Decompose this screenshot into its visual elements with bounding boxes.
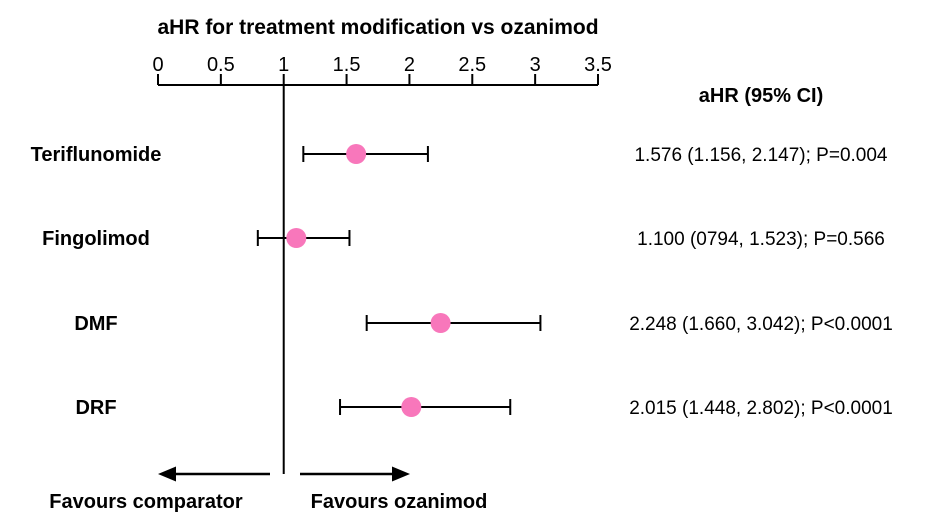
x-axis: 0 0.5 1 1.5 2 2.5 3 3.5 — [152, 54, 612, 86]
x-axis-tick-label: 0.5 — [207, 54, 235, 76]
x-axis-tick-label: 0 — [152, 54, 163, 76]
x-axis-tick-label: 2.5 — [458, 54, 486, 76]
estimate-dot — [286, 228, 307, 248]
forest-row: DMF 2.248 (1.660, 3.042); P<0.0001 — [74, 313, 893, 335]
favours-comparator-arrow — [158, 466, 270, 482]
estimate-dot — [346, 144, 367, 164]
data-rows-group: Teriflunomide 1.576 (1.156, 2.147); P=0.0… — [31, 144, 893, 419]
favours-comparator-label: Favours comparator — [49, 491, 243, 513]
value-column-header: aHR (95% CI) — [699, 85, 823, 107]
x-axis-tick-label: 3 — [530, 54, 541, 76]
forest-row: DRF 2.015 (1.448, 2.802); P<0.0001 — [75, 397, 893, 419]
row-label: DRF — [75, 397, 116, 419]
x-axis-tick-label: 2 — [404, 54, 415, 76]
row-result-text: 2.248 (1.660, 3.042); P<0.0001 — [629, 314, 893, 335]
estimate-dot — [430, 313, 451, 333]
row-label: Fingolimod — [42, 228, 150, 250]
row-result-text: 2.015 (1.448, 2.802); P<0.0001 — [629, 398, 893, 419]
forest-row: Teriflunomide 1.576 (1.156, 2.147); P=0.0… — [31, 144, 888, 166]
row-result-text: 1.576 (1.156, 2.147); P=0.004 — [634, 145, 887, 166]
x-axis-tick-label: 1.5 — [333, 54, 361, 76]
favours-ozanimod-arrow — [300, 466, 410, 482]
favours-ozanimod-label: Favours ozanimod — [311, 491, 488, 513]
row-label: Teriflunomide — [31, 144, 162, 166]
forest-row: Fingolimod 1.100 (0794, 1.523); P=0.566 — [42, 228, 885, 250]
chart-title: aHR for treatment modification vs ozanim… — [157, 16, 598, 39]
x-axis-tick-label: 1 — [278, 54, 289, 76]
x-axis-tick-label: 3.5 — [584, 54, 612, 76]
row-result-text: 1.100 (0794, 1.523); P=0.566 — [637, 229, 885, 250]
estimate-dot — [401, 397, 422, 417]
direction-arrows-group: Favours comparator Favours ozanimod — [49, 466, 488, 513]
row-label: DMF — [74, 313, 117, 335]
